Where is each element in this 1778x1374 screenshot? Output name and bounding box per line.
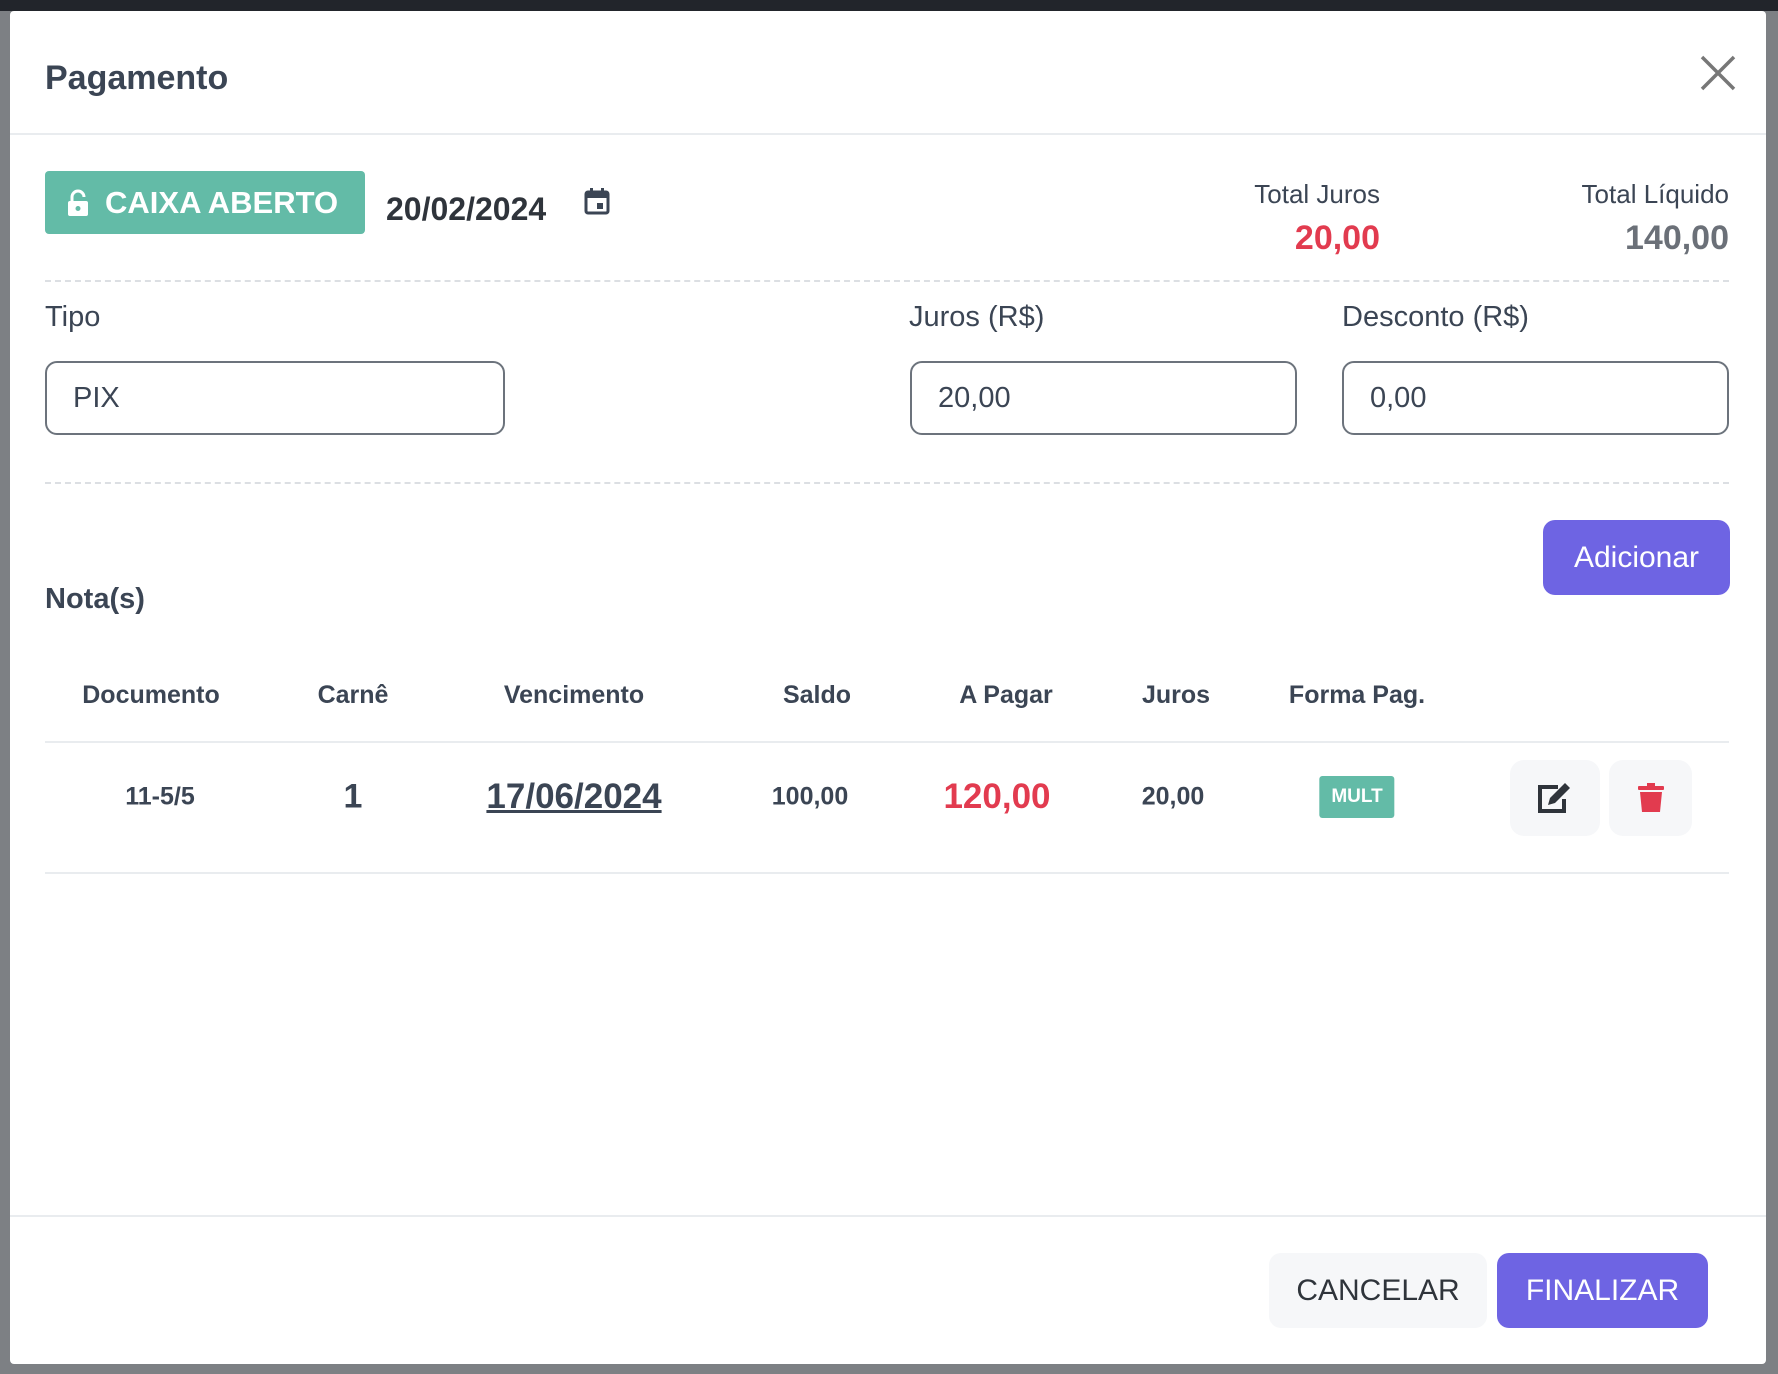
col-a-pagar: A Pagar bbox=[959, 681, 1053, 709]
tipo-label: Tipo bbox=[45, 301, 101, 333]
col-saldo: Saldo bbox=[782, 681, 852, 709]
close-icon[interactable] bbox=[1698, 53, 1738, 93]
cell-a-pagar: 120,00 bbox=[943, 777, 1051, 816]
header-divider bbox=[10, 133, 1766, 135]
trash-icon bbox=[1637, 783, 1664, 812]
cell-saldo: 100,00 bbox=[771, 782, 849, 811]
forma-pag-badge: MULT bbox=[1319, 776, 1395, 818]
delete-button[interactable] bbox=[1609, 760, 1692, 836]
caixa-status-badge: CAIXA ABERTO bbox=[45, 171, 365, 234]
total-juros-value: 20,00 bbox=[1294, 219, 1380, 257]
total-juros-label: Total Juros bbox=[1254, 179, 1380, 209]
table-row-divider bbox=[45, 872, 1729, 874]
divider bbox=[45, 482, 1729, 484]
edit-icon bbox=[1538, 783, 1570, 813]
notes-title: Nota(s) bbox=[45, 583, 145, 615]
calendar-icon[interactable] bbox=[584, 187, 610, 215]
cancel-button[interactable]: CANCELAR bbox=[1269, 1253, 1487, 1328]
caixa-date: 20/02/2024 bbox=[386, 191, 547, 227]
divider bbox=[45, 280, 1729, 282]
cell-documento: 11-5/5 bbox=[125, 782, 195, 811]
col-juros: Juros bbox=[1141, 681, 1211, 709]
caixa-label: CAIXA ABERTO bbox=[105, 184, 339, 220]
edit-button[interactable] bbox=[1510, 760, 1600, 836]
add-note-button[interactable]: Adicionar bbox=[1543, 520, 1730, 595]
juros-input[interactable]: 20,00 bbox=[910, 361, 1297, 435]
col-documento: Documento bbox=[82, 681, 220, 709]
cell-carne: 1 bbox=[343, 777, 363, 816]
tipo-field[interactable]: PIX bbox=[45, 361, 505, 435]
cell-juros: 20,00 bbox=[1141, 782, 1205, 811]
juros-label: Juros (R$) bbox=[909, 301, 1045, 333]
footer-divider bbox=[10, 1215, 1766, 1217]
col-vencimento: Vencimento bbox=[503, 681, 645, 709]
cell-vencimento-link[interactable]: 17/06/2024 bbox=[486, 777, 662, 816]
finish-button[interactable]: FINALIZAR bbox=[1497, 1253, 1708, 1328]
background-topbar bbox=[0, 0, 1778, 11]
desconto-input[interactable]: 0,00 bbox=[1342, 361, 1729, 435]
col-forma-pag: Forma Pag. bbox=[1288, 681, 1426, 709]
total-liquido-value: 140,00 bbox=[1625, 219, 1729, 257]
col-carne: Carnê bbox=[317, 681, 389, 709]
total-liquido-label: Total Líquido bbox=[1581, 179, 1729, 209]
table-header-divider bbox=[45, 741, 1729, 743]
modal-title: Pagamento bbox=[45, 59, 229, 97]
payment-modal: Pagamento CAIXA ABERTO 20/02/2024 Total … bbox=[10, 11, 1766, 1364]
lock-open-icon bbox=[68, 189, 88, 216]
desconto-label: Desconto (R$) bbox=[1342, 301, 1529, 333]
